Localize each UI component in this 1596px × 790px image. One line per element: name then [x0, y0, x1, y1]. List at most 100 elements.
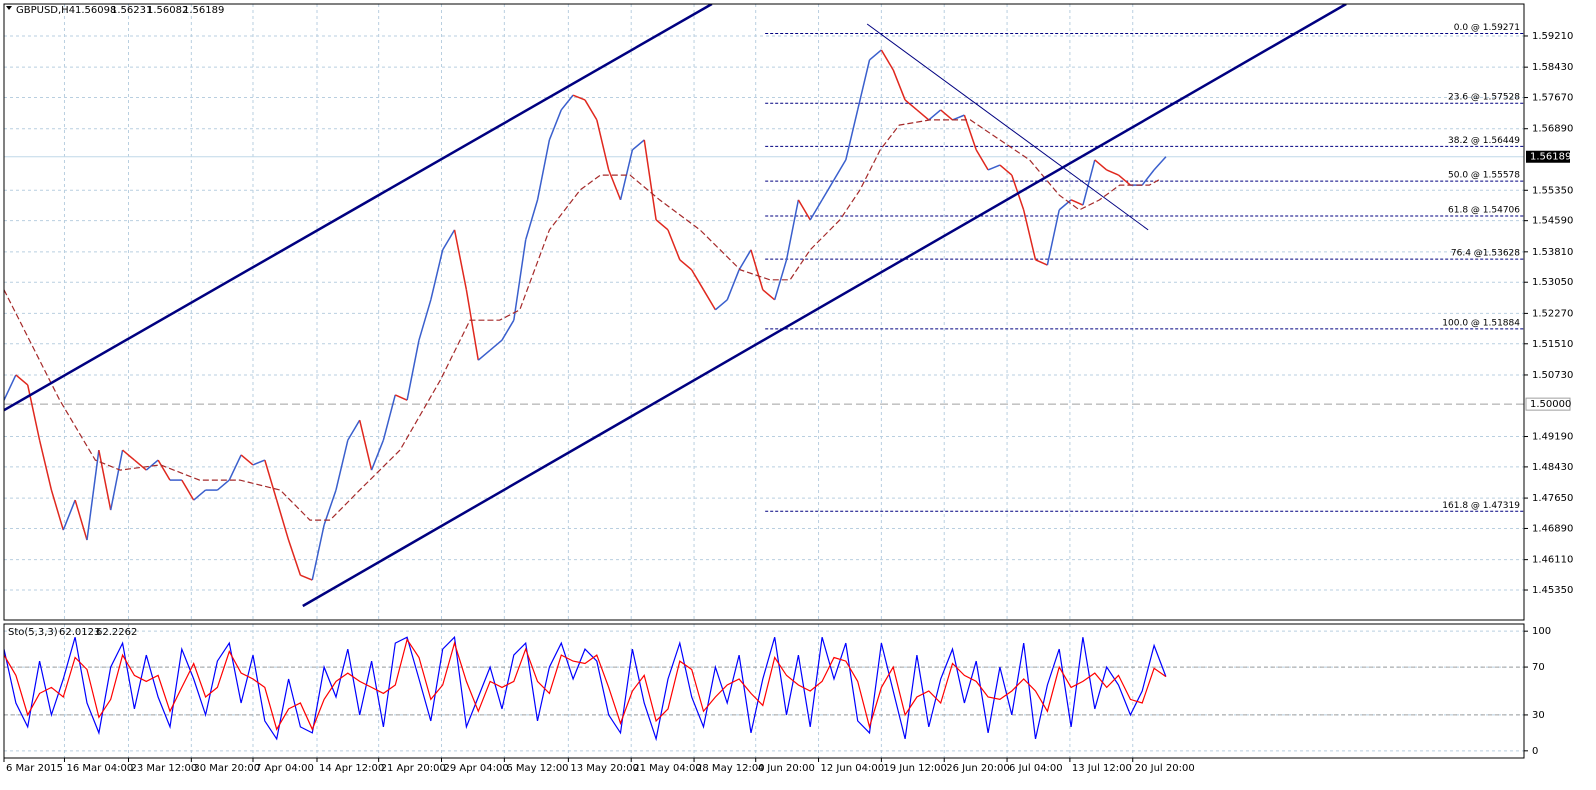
y-tick-label: 1.58430: [1532, 62, 1573, 73]
y-tick-label: 1.53050: [1532, 277, 1573, 288]
price-segment: [1106, 169, 1119, 176]
x-tick-label: 6 Jul 04:00: [1009, 763, 1063, 774]
price-segment: [358, 419, 373, 471]
price-segment: [643, 139, 657, 220]
price-segment: [133, 459, 147, 471]
series-line: [4, 119, 1160, 521]
price-segment: [465, 289, 479, 361]
level-box: [1525, 397, 1571, 411]
x-tick-label: 7 Apr 04:00: [255, 763, 314, 774]
y-tick-label: 1.53810: [1532, 247, 1573, 258]
price-segment: [667, 229, 681, 261]
price-segment: [916, 109, 930, 121]
price-segment: [50, 489, 65, 531]
fib-label: 23.6 @ 1.57528: [1448, 93, 1520, 103]
y-tick-label: 1.46110: [1532, 555, 1573, 566]
price-label: 1.56189: [1530, 152, 1571, 163]
x-tick-label: 14 Apr 12:00: [319, 763, 384, 774]
price-segment: [418, 299, 432, 341]
x-tick-label: 21 May 04:00: [633, 763, 702, 774]
price-segment: [311, 524, 325, 581]
price-segment: [880, 49, 894, 71]
price-segment: [596, 119, 610, 171]
trendline: [302, 4, 1347, 608]
price-segment: [335, 439, 349, 491]
price-segment: [904, 99, 918, 111]
y-tick-label: 1.49190: [1532, 432, 1573, 443]
plot-area: [4, 4, 1524, 620]
x-tick-label: 13 May 20:00: [570, 763, 639, 774]
y-tick-label: 100: [1532, 626, 1551, 637]
price-segment: [1141, 169, 1155, 186]
price-segment: [856, 59, 871, 111]
price-segment: [1082, 159, 1096, 206]
price-segment: [4, 374, 17, 401]
main-frame: [3, 3, 1525, 621]
quote-high: 1.56231: [111, 5, 152, 16]
price-segment: [394, 394, 408, 401]
trendline: [866, 23, 1149, 231]
y-tick-label: 30: [1532, 710, 1545, 721]
price-segment: [216, 479, 230, 491]
price-segment: [74, 499, 88, 541]
price-segment: [181, 479, 195, 501]
price-segment: [536, 139, 551, 201]
price-segment: [809, 199, 823, 221]
price-segment: [15, 374, 29, 386]
price-segment: [109, 449, 124, 511]
y-tick-label: 1.57670: [1532, 93, 1573, 104]
y-tick-label: 70: [1532, 662, 1545, 673]
price-segment: [572, 94, 586, 101]
y-tick-label: 1.51510: [1532, 339, 1573, 350]
price-segment: [1118, 174, 1131, 186]
x-tick-label: 16 Mar 04:00: [66, 763, 133, 774]
price-segment: [975, 149, 989, 171]
price-segment: [1046, 209, 1060, 266]
price-segment: [797, 199, 811, 221]
price-segment: [1070, 199, 1084, 206]
fib-label: 100.0 @ 1.51884: [1442, 318, 1520, 328]
y-tick-label: 1.56890: [1532, 124, 1573, 135]
price-segment: [122, 449, 135, 461]
quote-low: 1.56082: [147, 5, 188, 16]
price-segment: [1022, 209, 1037, 261]
menu-arrow: [6, 6, 12, 10]
price-segment: [607, 169, 622, 201]
price-segment: [300, 574, 313, 581]
price-segment: [98, 449, 112, 511]
x-tick-label: 20 Jul 20:00: [1135, 763, 1195, 774]
price-segment: [442, 229, 456, 251]
y-tick-label: 1.52270: [1532, 308, 1573, 319]
price-segment: [193, 489, 207, 501]
price-segment: [833, 159, 847, 181]
price-segment: [892, 69, 906, 101]
trendline: [4, 4, 713, 412]
indicator-title: Sto(5,3,3): [8, 627, 58, 638]
price-segment: [524, 199, 539, 241]
x-tick-label: 30 Mar 20:00: [193, 763, 260, 774]
y-tick-label: 1.50730: [1532, 370, 1573, 381]
y-tick-label: 1.45350: [1532, 585, 1573, 596]
x-tick-label: 21 Apr 20:00: [381, 763, 446, 774]
fib-label: 76.4 @1.53628: [1451, 249, 1520, 259]
fib-label: 161.8 @ 1.47319: [1442, 501, 1520, 511]
price-segment: [145, 459, 159, 471]
x-tick-label: 12 Jun 04:00: [821, 763, 885, 774]
price-segment: [287, 539, 302, 576]
price-segment: [347, 419, 361, 441]
x-tick-label: 23 Mar 12:00: [130, 763, 197, 774]
price-segment: [264, 459, 278, 501]
price-segment: [940, 109, 954, 121]
price-segment: [691, 269, 705, 291]
price-segment: [845, 109, 859, 161]
x-tick-label: 26 Jun 20:00: [946, 763, 1010, 774]
price-segment: [750, 249, 764, 291]
price-segment: [477, 349, 491, 361]
price-segment: [584, 99, 598, 121]
price-segment: [430, 249, 444, 300]
price-segment: [38, 439, 53, 491]
y-tick-label: 1.55350: [1532, 185, 1573, 196]
price-segment: [513, 239, 527, 321]
fib-label: 38.2 @ 1.56449: [1448, 136, 1520, 146]
